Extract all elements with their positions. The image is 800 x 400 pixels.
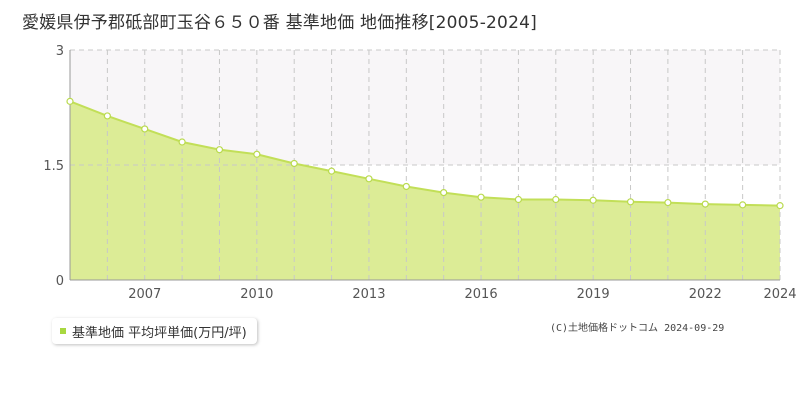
x-tick-label: 2010 bbox=[240, 287, 273, 302]
data-point bbox=[290, 159, 298, 168]
data-point bbox=[103, 112, 111, 120]
legend-label: 基準地価 平均坪単価(万円/坪) bbox=[72, 325, 247, 341]
y-tick-label: 1.5 bbox=[43, 159, 64, 174]
x-tick-label: 2022 bbox=[689, 287, 722, 302]
data-point bbox=[402, 182, 410, 191]
chart-title: 愛媛県伊予郡砥部町玉谷６５０番 基準地価 地価推移[2005-2024] bbox=[22, 13, 537, 33]
y-tick-label: 0 bbox=[56, 274, 64, 289]
data-point bbox=[552, 195, 560, 204]
data-point bbox=[215, 146, 224, 154]
copyright-text: (C)土地価格ドットコム 2024-09-29 bbox=[550, 323, 725, 334]
data-point bbox=[253, 150, 261, 158]
series-line bbox=[69, 100, 781, 207]
x-tick-label: 2019 bbox=[577, 287, 610, 302]
data-point bbox=[514, 195, 523, 204]
data-point bbox=[178, 138, 186, 146]
x-tick-label: 2016 bbox=[465, 287, 498, 302]
data-point bbox=[327, 167, 336, 175]
data-point bbox=[701, 200, 709, 208]
data-point bbox=[365, 175, 373, 183]
data-point bbox=[776, 202, 784, 210]
data-point bbox=[477, 193, 485, 201]
data-point bbox=[664, 198, 672, 207]
data-point bbox=[66, 97, 74, 105]
x-tick-label: 2007 bbox=[128, 287, 161, 302]
data-point bbox=[739, 201, 747, 209]
x-tick-label: 2013 bbox=[352, 287, 385, 302]
legend[interactable]: 基準地価 平均坪単価(万円/坪) bbox=[52, 318, 257, 344]
data-point bbox=[141, 125, 149, 133]
x-tick-label: 2024 bbox=[763, 287, 796, 302]
data-point bbox=[589, 196, 597, 204]
y-tick-label: 3 bbox=[56, 44, 64, 59]
area-fill bbox=[70, 101, 780, 280]
legend-swatch bbox=[60, 328, 66, 334]
data-point bbox=[440, 189, 448, 197]
data-point bbox=[626, 198, 635, 206]
